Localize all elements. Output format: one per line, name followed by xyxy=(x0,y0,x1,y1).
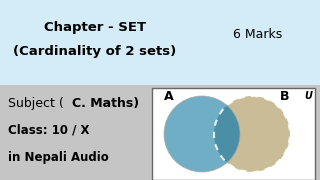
Text: 6 Marks: 6 Marks xyxy=(233,28,283,42)
Bar xyxy=(0,85,320,180)
Bar xyxy=(152,88,315,180)
Text: A: A xyxy=(164,89,174,102)
Circle shape xyxy=(164,96,240,172)
Text: C. Maths): C. Maths) xyxy=(72,96,139,109)
Text: Class: 10 / X: Class: 10 / X xyxy=(8,123,90,136)
Bar xyxy=(0,0,320,85)
Text: in Nepali Audio: in Nepali Audio xyxy=(8,150,109,163)
Text: Subject (: Subject ( xyxy=(8,96,68,109)
Text: Chapter - SET: Chapter - SET xyxy=(44,21,146,35)
Text: (Cardinality of 2 sets): (Cardinality of 2 sets) xyxy=(13,46,177,58)
Circle shape xyxy=(214,96,290,172)
Text: B: B xyxy=(280,89,290,102)
Text: U: U xyxy=(304,91,312,101)
Circle shape xyxy=(164,96,240,172)
